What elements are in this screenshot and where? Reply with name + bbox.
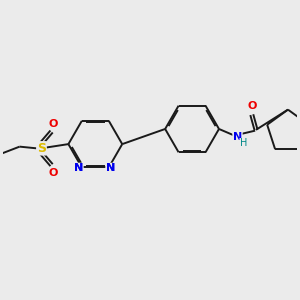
Text: O: O (49, 119, 58, 129)
Text: N: N (106, 163, 115, 173)
Text: N: N (106, 163, 115, 173)
Text: N: N (233, 132, 242, 142)
Text: H: H (240, 138, 247, 148)
Text: N: N (106, 163, 115, 173)
Text: N: N (74, 163, 83, 173)
Text: N: N (74, 163, 83, 173)
Text: O: O (247, 101, 256, 111)
Text: N: N (74, 163, 83, 173)
Text: O: O (49, 168, 58, 178)
Text: S: S (37, 142, 46, 155)
